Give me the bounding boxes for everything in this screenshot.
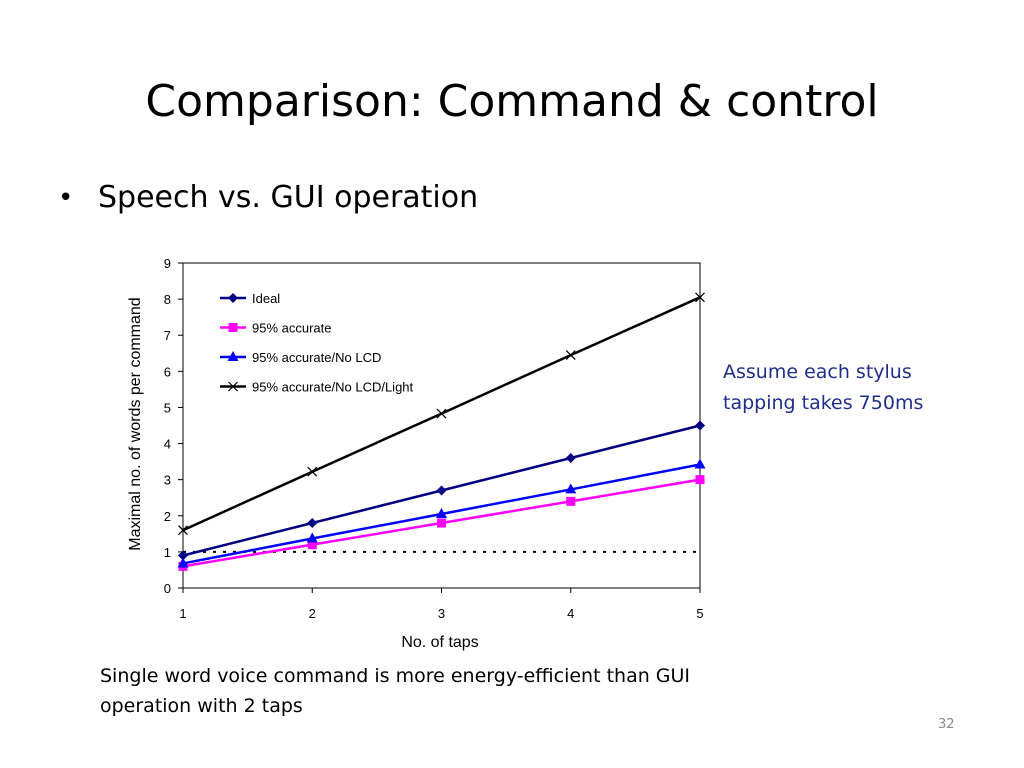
data-point [565, 350, 576, 361]
x-tick-label: 2 [309, 606, 316, 621]
x-marker-stroke [307, 466, 318, 477]
x-marker-stroke [695, 292, 705, 303]
chart-legend: Ideal 95% accurate 95% accurate/No LCD 95% … [220, 291, 414, 395]
data-point [436, 485, 447, 496]
legend-marker [228, 323, 238, 332]
legend-marker [227, 351, 239, 361]
bullet-dot-icon: • [58, 182, 74, 213]
legend-marker [228, 293, 238, 303]
y-tick-label: 3 [164, 473, 171, 488]
series-2 [177, 458, 706, 568]
data-point [178, 525, 188, 536]
data-point [695, 292, 705, 303]
legend-label: Ideal [252, 291, 280, 306]
y-axis-label: Maximal no. of words per command [127, 297, 144, 550]
data-point [566, 496, 576, 506]
data-point [307, 518, 318, 528]
x-axis-label: No. of taps [401, 634, 478, 651]
y-tick-label: 1 [164, 545, 171, 560]
legend-entry: 95% accurate [220, 321, 332, 336]
x-tick-label: 3 [438, 606, 445, 621]
legend-entry: 95% accurate/No LCD [220, 350, 381, 365]
legend-label: 95% accurate/No LCD/Light [252, 380, 414, 395]
x-tick-label: 4 [567, 606, 574, 621]
data-point [565, 483, 577, 494]
caption-text: Single word voice command is more energy… [100, 665, 691, 717]
data-point [565, 453, 576, 463]
x-marker-stroke [178, 525, 188, 536]
data-point [695, 420, 705, 431]
y-tick-label: 7 [164, 328, 171, 343]
data-point [306, 532, 318, 543]
data-point [307, 466, 318, 477]
plot-area-frame [182, 262, 701, 589]
legend-entry: 95% accurate/No LCD/Light [220, 380, 414, 395]
legend-entry: Ideal [220, 291, 280, 306]
y-tick-label: 5 [164, 400, 171, 415]
data-point [307, 540, 317, 550]
data-point [694, 458, 706, 469]
chart-series-group [177, 292, 706, 571]
data-point [695, 475, 705, 485]
slide-title: Comparison: Command & control [145, 76, 879, 127]
data-point [436, 507, 447, 518]
bullet-item: • Speech vs. GUI operation [58, 180, 478, 215]
x-marker-stroke [565, 350, 576, 361]
y-tick-label: 4 [164, 437, 171, 452]
x-tick-label: 5 [696, 606, 703, 621]
data-point [436, 408, 447, 419]
bullet-text: Speech vs. GUI operation [98, 180, 479, 215]
x-marker-stroke [436, 408, 447, 419]
y-tick-label: 0 [164, 581, 171, 596]
page-number: 32 [938, 717, 955, 732]
legend-marker [228, 381, 238, 392]
y-tick-label: 6 [164, 364, 171, 379]
side-note: Assume each stylus tapping takes 750ms [723, 361, 924, 414]
x-tick-label: 1 [179, 606, 186, 621]
series-0 [178, 420, 705, 561]
x-marker-stroke [228, 381, 238, 392]
series-3 [178, 292, 705, 536]
y-tick-label: 8 [164, 292, 171, 307]
legend-label: 95% accurate/No LCD [252, 350, 381, 365]
data-point [177, 557, 189, 568]
y-tick-label: 2 [164, 509, 171, 524]
data-point [178, 550, 188, 561]
legend-label: 95% accurate [252, 321, 332, 336]
data-point [437, 518, 446, 528]
y-tick-label: 9 [164, 256, 171, 271]
